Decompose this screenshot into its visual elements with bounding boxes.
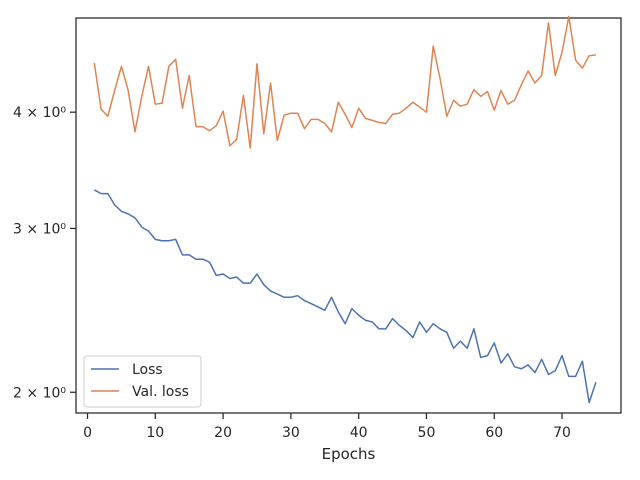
legend: Loss Val. loss: [83, 355, 202, 408]
x-axis: 0 10 20 30 40 50 60 70: [83, 413, 571, 441]
series-line-val-loss: [93, 15, 597, 149]
legend-label-loss: Loss: [132, 362, 163, 378]
x-axis-label: Epochs: [322, 445, 376, 463]
x-tick-label: 20: [214, 425, 232, 441]
y-tick-label: 2 × 10⁰: [13, 385, 66, 401]
x-tick-label: 70: [553, 425, 571, 441]
legend-label-val-loss: Val. loss: [132, 384, 189, 400]
x-tick-label: 50: [418, 425, 436, 441]
x-tick-label: 0: [83, 425, 92, 441]
y-axis: 2 × 10⁰ 3 × 10⁰ 4 × 10⁰: [13, 105, 76, 401]
y-tick-label: 3 × 10⁰: [13, 221, 66, 237]
x-tick-label: 60: [485, 425, 503, 441]
x-tick-label: 10: [146, 425, 164, 441]
x-tick-label: 40: [350, 425, 368, 441]
y-tick-label: 4 × 10⁰: [13, 105, 66, 121]
series-lines: [93, 15, 597, 404]
x-tick-label: 30: [282, 425, 300, 441]
plot-area: [75, 17, 622, 414]
series-line-loss: [93, 189, 597, 404]
